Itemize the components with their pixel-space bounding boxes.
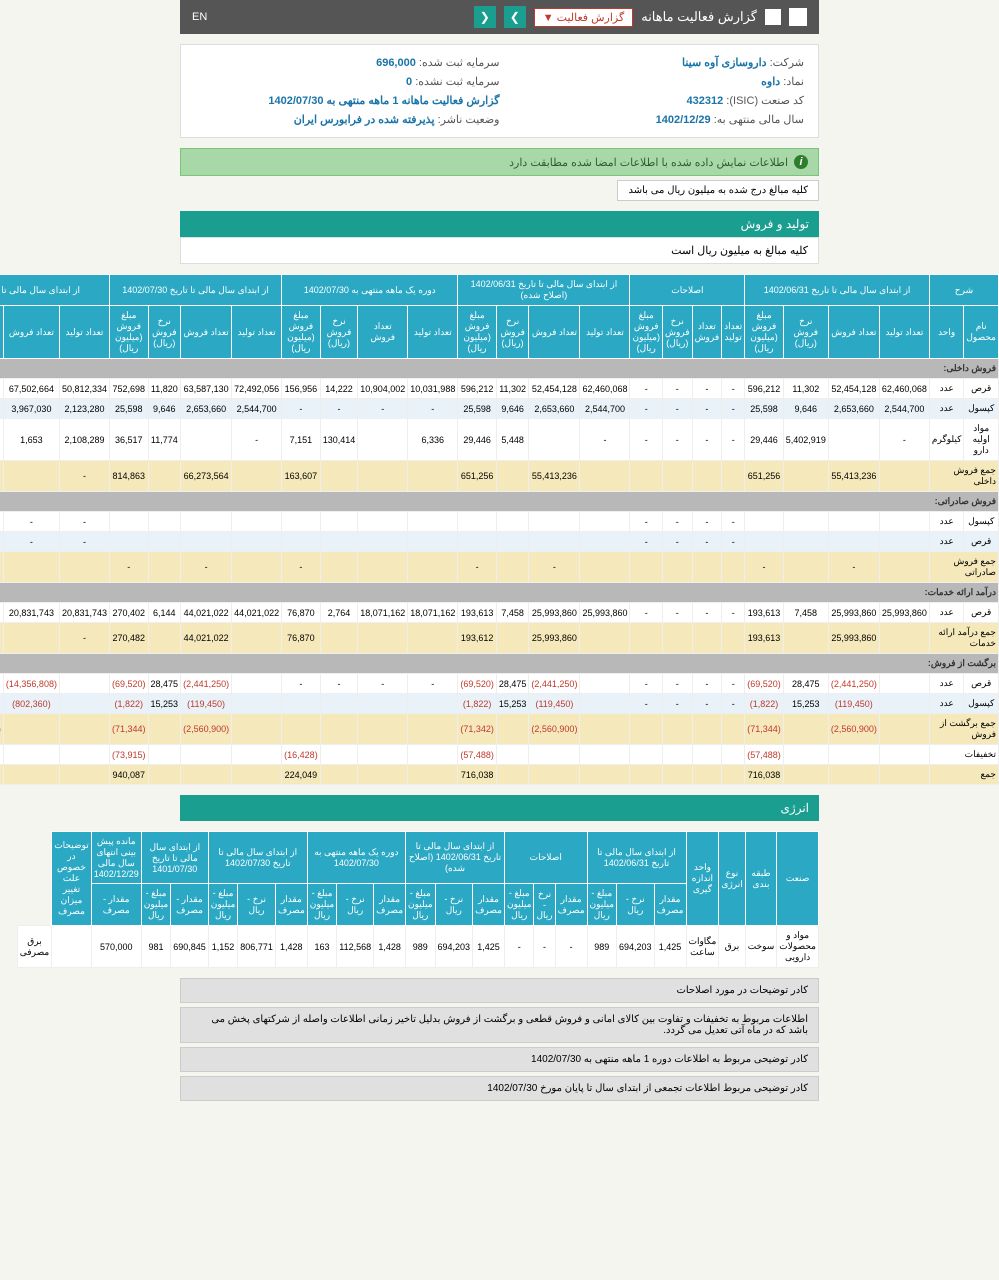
nav-next-button[interactable]: ❯ [504,6,526,28]
language-toggle[interactable]: EN [192,11,207,23]
sub-note: کلیه مبالغ به میلیون ریال است [180,237,819,264]
description-box: اطلاعات مربوط به تخفیفات و تفاوت بین کال… [180,1007,819,1043]
production-sales-table: شرح از ابتدای سال مالی تا تاریخ 1402/06/… [0,274,999,785]
nav-prev-button[interactable]: ❮ [474,6,496,28]
page-title: گزارش فعالیت ماهانه گزارش فعالیت ▼ ❯ ❮ [474,6,807,28]
doc-icon [765,9,781,25]
data-match-banner: اطلاعات نمایش داده شده با اطلاعات امضا ش… [180,148,819,176]
production-sales-header: تولید و فروش [180,211,819,237]
header-bar: گزارش فعالیت ماهانه گزارش فعالیت ▼ ❯ ❮ E… [180,0,819,34]
energy-table: صنعتطبقه بندینوع انرژیواحد اندازه گیری ا… [17,831,819,968]
description-box: کادر توضیحات در مورد اصلاحات [180,978,819,1003]
energy-header: انرژی [180,795,819,821]
report-activity-button[interactable]: گزارش فعالیت ▼ [534,8,634,27]
description-box: کادر توضیحی مربوط اطلاعات تجمعی از ابتدا… [180,1076,819,1101]
description-box: کادر توضیحی مربوط به اطلاعات دوره 1 ماهه… [180,1047,819,1072]
currency-note: کلیه مبالغ درج شده به میلیون ریال می باش… [617,180,819,201]
company-info-box: شرکت: داروسازی آوه سینا سرمایه ثبت شده: … [180,44,819,138]
